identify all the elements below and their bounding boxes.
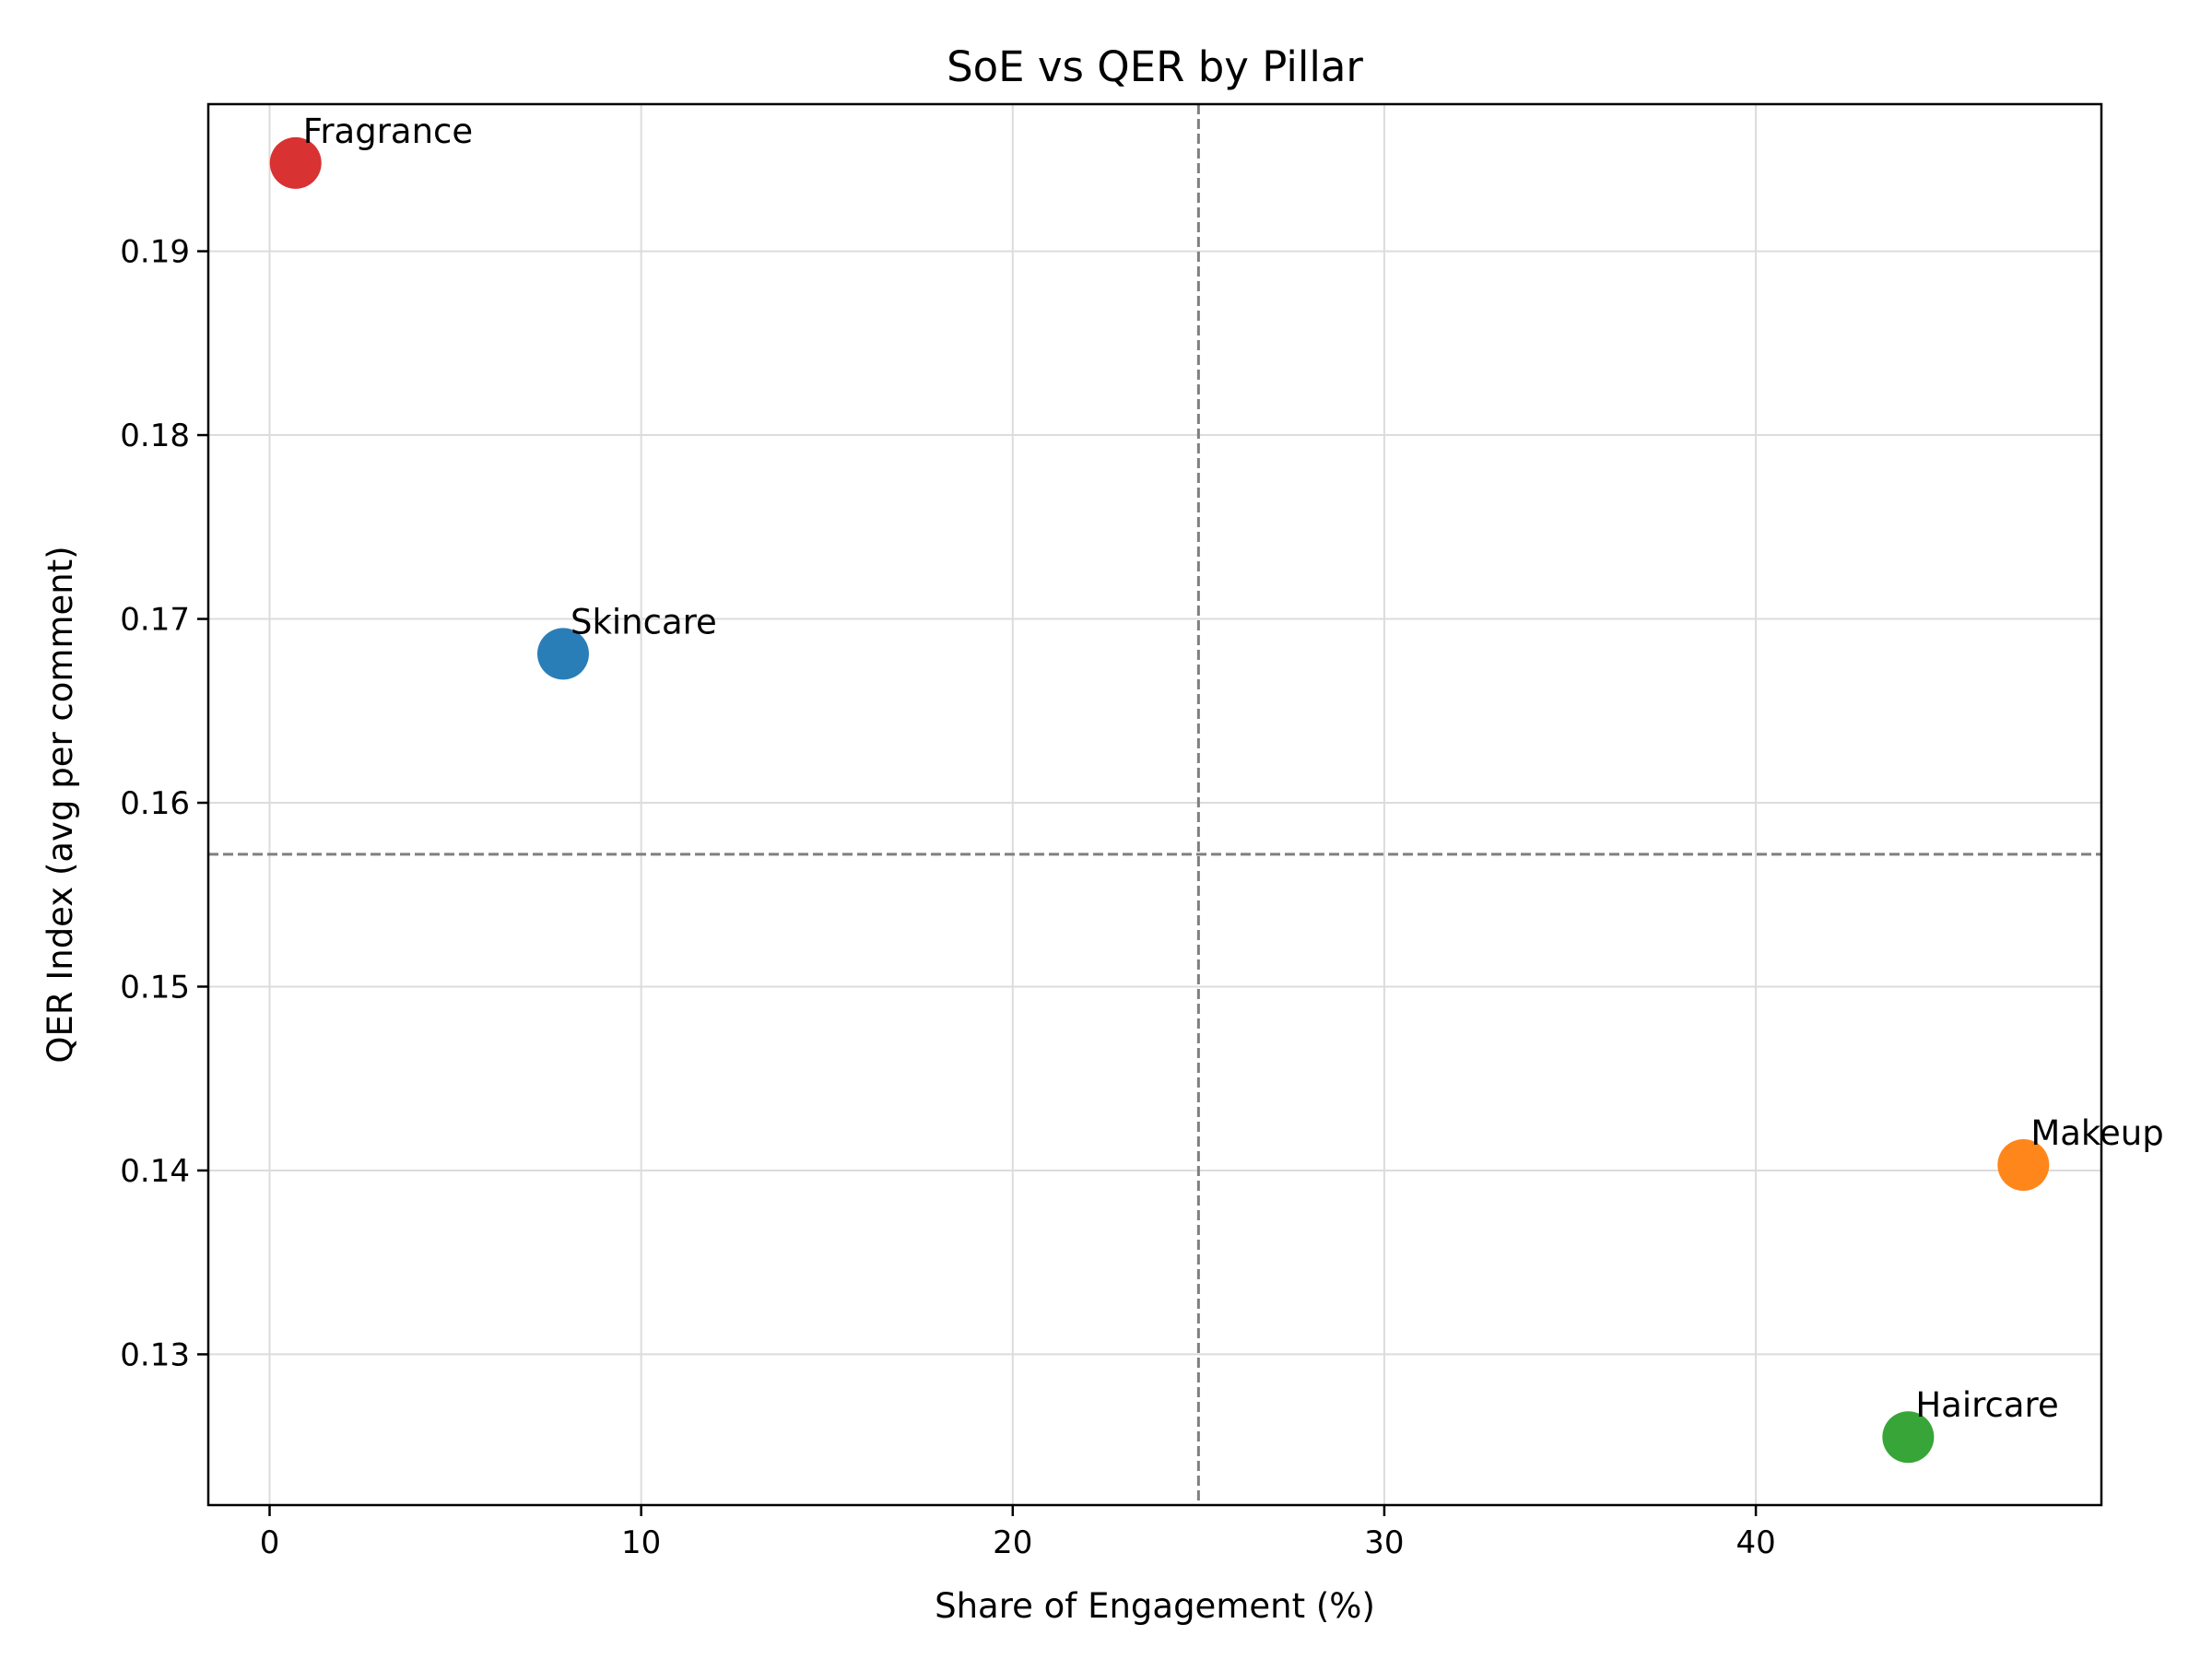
reference-lines xyxy=(208,104,2101,1505)
y-axis-ticks: 0.13 0.14 0.15 0.16 0.17 0.18 0.19 xyxy=(120,234,208,1373)
x-tick-label: 20 xyxy=(993,1524,1032,1561)
y-tick-label: 0.15 xyxy=(120,969,190,1006)
point-label-makeup: Makeup xyxy=(2030,1113,2163,1153)
y-tick-label: 0.14 xyxy=(120,1153,190,1190)
y-tick-label: 0.19 xyxy=(120,234,190,271)
grid-lines xyxy=(208,104,2101,1505)
data-point-skincare xyxy=(536,628,589,680)
point-label-haircare: Haircare xyxy=(1915,1385,2058,1425)
point-labels: Skincare Makeup Haircare Fragrance xyxy=(303,112,2164,1425)
point-label-fragrance: Fragrance xyxy=(303,112,473,151)
point-label-skincare: Skincare xyxy=(571,602,717,641)
data-point-haircare xyxy=(1882,1411,1935,1464)
data-points xyxy=(269,136,2050,1464)
x-tick-label: 40 xyxy=(1735,1524,1775,1561)
data-point-makeup xyxy=(1997,1138,2050,1191)
data-point-fragrance xyxy=(269,136,322,189)
x-tick-label: 30 xyxy=(1364,1524,1404,1561)
x-axis-title: Share of Engagement (%) xyxy=(935,1586,1375,1626)
y-axis-title: QER Index (avg per comment) xyxy=(41,546,80,1063)
x-axis-ticks: 0 10 20 30 40 xyxy=(260,1505,1776,1561)
y-tick-label: 0.13 xyxy=(120,1336,190,1373)
y-tick-label: 0.17 xyxy=(120,602,190,639)
plot-frame xyxy=(206,102,2103,1507)
x-tick-label: 0 xyxy=(260,1524,280,1561)
y-tick-label: 0.16 xyxy=(120,785,190,822)
chart-title: SoE vs QER by Pillar xyxy=(947,42,1363,91)
y-tick-label: 0.18 xyxy=(120,418,190,454)
x-tick-label: 10 xyxy=(621,1524,661,1561)
